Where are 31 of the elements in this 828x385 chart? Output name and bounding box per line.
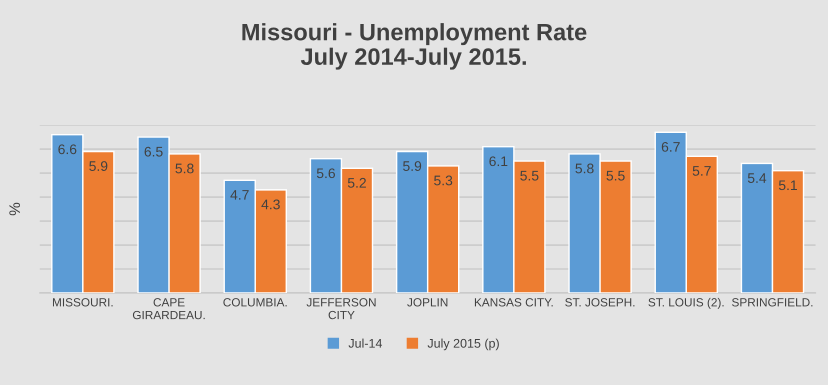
data-label: 5.5	[606, 170, 625, 181]
data-label: 5.6	[316, 168, 335, 178]
data-label: 5.8	[175, 164, 194, 174]
x-tick-label: MISSOURI.	[52, 298, 113, 307]
data-label: 5.3	[434, 176, 452, 186]
x-tick-label: JOPLIN	[407, 298, 448, 307]
data-label: 4.7	[230, 190, 249, 200]
legend-label: Jul-14	[348, 338, 382, 348]
x-tick-label: SPRINGFIELD.	[732, 298, 812, 307]
x-tick-label: ST. JOSEPH.	[565, 298, 634, 307]
x-tick-label: KANSAS CITY.	[474, 298, 553, 307]
x-tick-label: CAPE GIRARDEAU.	[132, 298, 205, 320]
data-label: 5.2	[348, 178, 366, 188]
data-label: 6.6	[58, 144, 76, 154]
data-label: 6.7	[662, 142, 680, 152]
data-label: 5.8	[575, 164, 594, 174]
data-label: 4.3	[261, 200, 280, 210]
data-label: 5.1	[778, 180, 797, 190]
x-tick-label: JEFFERSON CITY	[306, 298, 376, 320]
chart-title: Missouri - Unemployment Rate July 2014-July 2015.	[242, 23, 586, 70]
data-label: 5.7	[692, 166, 711, 176]
x-tick-label: COLUMBIA.	[223, 298, 287, 307]
data-label: 5.4	[748, 173, 766, 183]
data-label: 5.9	[89, 161, 108, 171]
data-label: 6.1	[489, 156, 508, 166]
data-label: 5.5	[520, 170, 538, 181]
y-axis-title: %	[9, 202, 20, 216]
data-label: 5.9	[403, 161, 422, 171]
x-tick-label: ST. LOUIS (2).	[648, 298, 724, 309]
data-label: 6.5	[144, 146, 163, 157]
legend-label: July 2015 (p)	[428, 338, 499, 350]
